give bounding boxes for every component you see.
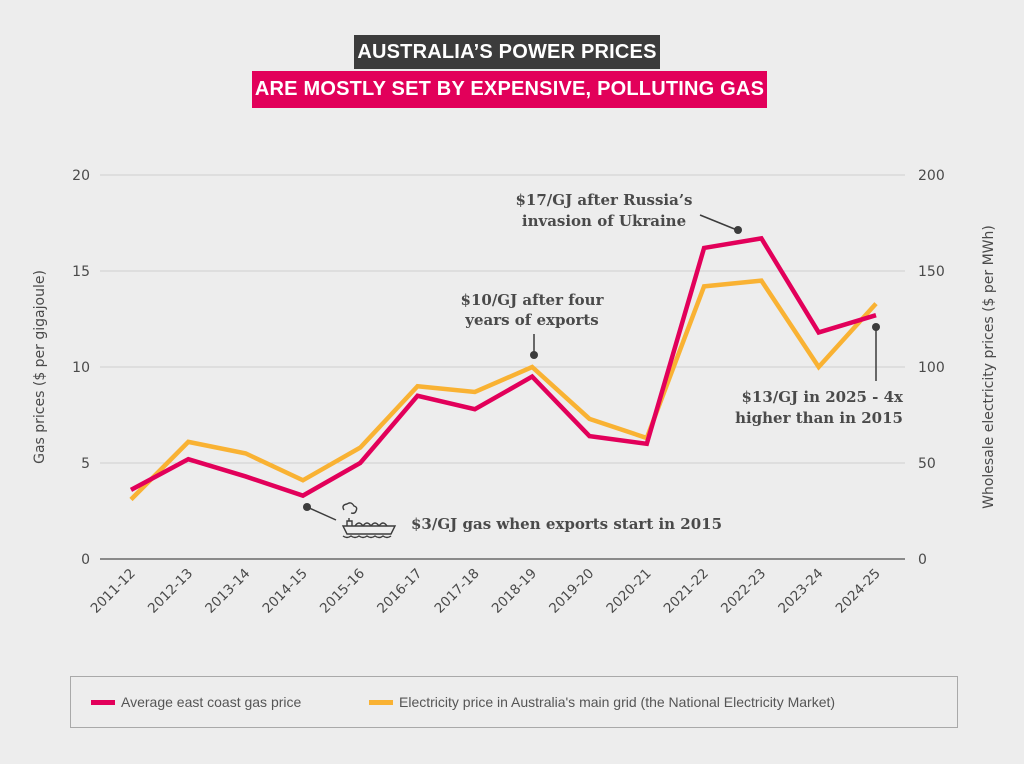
right-tick-label: 0 <box>918 552 927 568</box>
annotation-exports-start-text: $3/GJ gas when exports start in 2015 <box>411 515 722 533</box>
x-tick-label: 2016-17 <box>374 566 425 617</box>
left-tick-label: 15 <box>72 264 90 280</box>
x-axis-ticks: 2011-12 2012-13 2013-14 2014-15 2015-16 2016-… <box>88 566 884 617</box>
annotation-2025: $13/GJ in 2025 - 4x higher than in 2015 <box>735 323 904 427</box>
left-axis-label: Gas prices ($ per gigajoule) <box>32 270 48 464</box>
right-axis-ticks: 0 50 100 150 200 <box>918 168 945 568</box>
x-tick-label: 2015-16 <box>317 566 368 617</box>
annotation-four-years-line1: $10/GJ after four <box>461 291 605 309</box>
x-tick-label: 2023-24 <box>775 566 826 617</box>
legend-label-electricity: Electricity price in Australia's main gr… <box>399 694 836 710</box>
x-tick-label: 2012-13 <box>145 566 196 617</box>
title-line-2: ARE MOSTLY SET BY EXPENSIVE, POLLUTING G… <box>252 71 767 108</box>
x-tick-label: 2020-21 <box>603 566 654 617</box>
annotation-four-years: $10/GJ after four years of exports <box>461 291 605 359</box>
annotation-four-years-line2: years of exports <box>464 311 598 329</box>
legend-swatch-gas <box>91 699 115 705</box>
lng-tanker-ship-icon <box>341 502 397 539</box>
title-line-1: AUSTRALIA’S POWER PRICES <box>354 35 660 69</box>
annotation-exports-start: $3/GJ gas when exports start in 2015 <box>303 502 722 539</box>
legend-item-gas: Average east coast gas price <box>91 677 301 727</box>
line-chart: 0 5 10 15 20 0 50 100 150 200 2011-12 2012-13 2013… <box>32 168 997 617</box>
legend: Average east coast gas price Electricity… <box>70 676 958 728</box>
legend-label-gas: Average east coast gas price <box>121 694 302 710</box>
right-tick-label: 100 <box>918 360 945 376</box>
series-lines <box>129 235 878 502</box>
x-tick-label: 2014-15 <box>260 566 311 617</box>
gridlines <box>100 174 905 560</box>
right-tick-label: 50 <box>918 456 936 472</box>
x-tick-label: 2019-20 <box>546 566 597 617</box>
x-tick-label: 2013-14 <box>202 566 253 617</box>
x-tick-label: 2024-25 <box>833 566 884 617</box>
x-tick-label: 2011-12 <box>88 566 139 617</box>
legend-item-electricity: Electricity price in Australia's main gr… <box>369 677 835 727</box>
right-tick-label: 150 <box>918 264 945 280</box>
annotation-2025-line1: $13/GJ in 2025 - 4x <box>741 388 904 406</box>
left-tick-label: 20 <box>72 168 90 184</box>
annotation-russia: $17/GJ after Russia’s invasion of Ukrain… <box>515 191 742 234</box>
x-tick-label: 2022-23 <box>718 566 769 617</box>
left-tick-label: 5 <box>81 456 90 472</box>
legend-swatch-electricity <box>369 699 393 705</box>
left-tick-label: 10 <box>72 360 90 376</box>
x-tick-label: 2021-22 <box>661 566 712 617</box>
left-axis-ticks: 0 5 10 15 20 <box>72 168 90 568</box>
annotation-2025-line2: higher than in 2015 <box>735 409 903 427</box>
x-tick-label: 2017-18 <box>431 566 482 617</box>
right-axis-label: Wholesale electricity prices ($ per MWh) <box>981 225 997 509</box>
annotation-russia-line2: invasion of Ukraine <box>522 212 686 230</box>
series-line-electricity <box>129 278 878 502</box>
x-tick-label: 2018-19 <box>489 566 540 617</box>
annotation-russia-line1: $17/GJ after Russia’s <box>515 191 692 209</box>
right-tick-label: 200 <box>918 168 945 184</box>
series-line-gas <box>129 235 877 499</box>
left-tick-label: 0 <box>81 552 90 568</box>
